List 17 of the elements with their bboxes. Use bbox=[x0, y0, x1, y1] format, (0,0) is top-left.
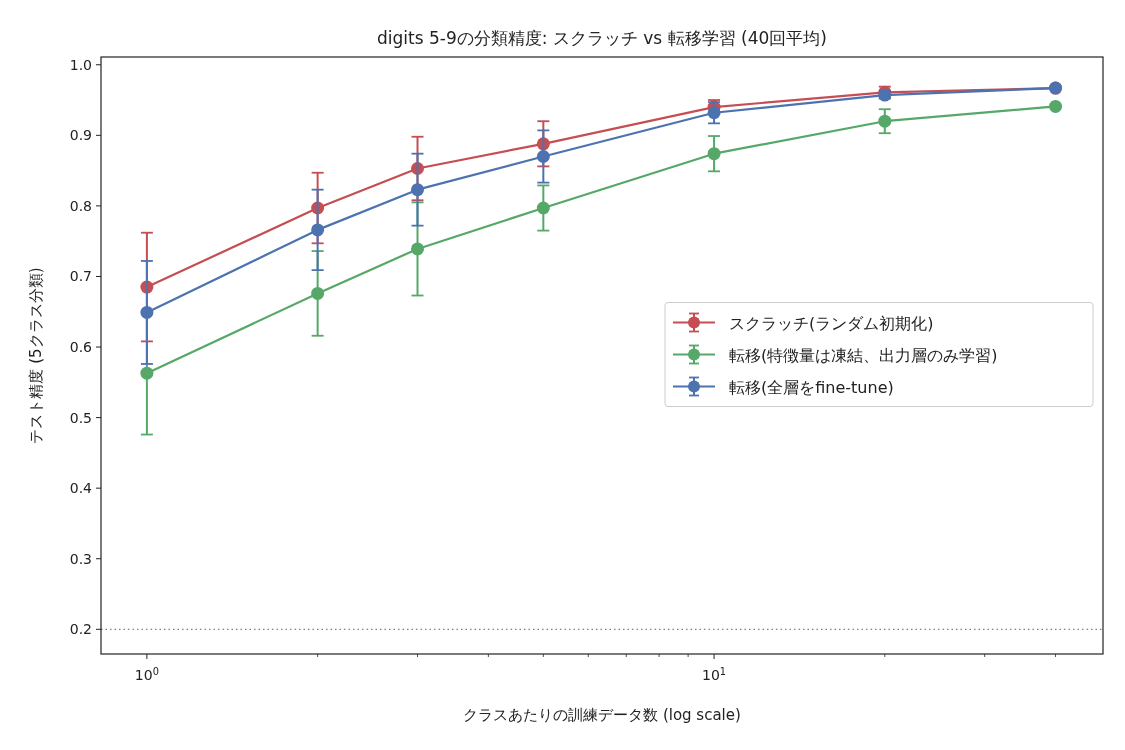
legend-label: 転移(特徴量は凍結、出力層のみ学習) bbox=[729, 345, 998, 365]
chart-title: digits 5-9の分類精度: スクラッチ vs 転移学習 (40回平均) bbox=[377, 28, 827, 48]
y-tick-label: 0.5 bbox=[69, 409, 92, 426]
legend-label: 転移(全層をfine-tune) bbox=[729, 377, 894, 397]
y-tick-label: 0.2 bbox=[69, 621, 92, 638]
y-tick-label: 1.0 bbox=[69, 56, 92, 73]
y-tick-label: 0.7 bbox=[69, 268, 92, 285]
x-tick-label: 10$^{1}$ bbox=[702, 665, 727, 683]
y-tick-label: 0.3 bbox=[69, 550, 92, 567]
y-tick-label: 0.8 bbox=[69, 197, 92, 214]
legend-label: スクラッチ(ランダム初期化) bbox=[729, 313, 934, 333]
y-tick-label: 0.9 bbox=[69, 127, 92, 144]
y-tick-label: 0.6 bbox=[69, 339, 93, 356]
y-axis-title: テスト精度 (5クラス分類) bbox=[27, 267, 45, 444]
x-tick-label: 10$^{0}$ bbox=[134, 665, 159, 683]
x-axis-title: クラスあたりの訓練データ数 (log scale) bbox=[463, 706, 741, 724]
y-tick-label: 0.4 bbox=[69, 480, 93, 497]
